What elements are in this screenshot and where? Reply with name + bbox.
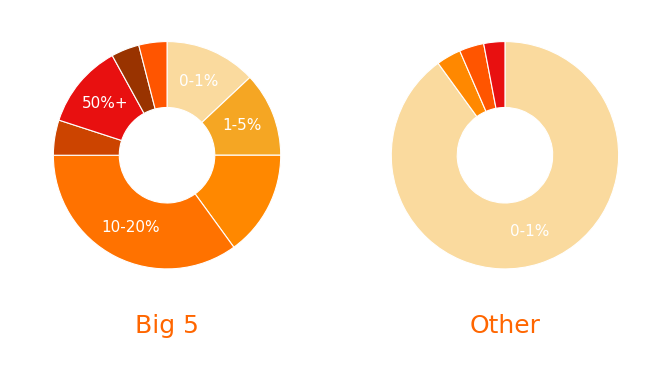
Wedge shape	[59, 56, 144, 141]
Text: 1-5%: 1-5%	[222, 118, 262, 133]
Wedge shape	[53, 120, 122, 155]
Wedge shape	[195, 155, 281, 247]
Text: 0-1%: 0-1%	[510, 225, 550, 239]
Text: Big 5: Big 5	[135, 314, 199, 338]
Text: 50%+: 50%+	[81, 96, 128, 111]
Text: 0-1%: 0-1%	[179, 73, 219, 89]
Wedge shape	[139, 41, 167, 109]
Wedge shape	[460, 44, 496, 112]
Wedge shape	[167, 41, 250, 123]
Text: 10-20%: 10-20%	[101, 220, 160, 235]
Wedge shape	[438, 51, 486, 117]
Wedge shape	[202, 78, 281, 155]
Text: Other: Other	[470, 314, 540, 338]
Wedge shape	[53, 155, 234, 269]
Wedge shape	[112, 45, 155, 113]
Wedge shape	[484, 41, 505, 108]
Wedge shape	[391, 41, 619, 269]
